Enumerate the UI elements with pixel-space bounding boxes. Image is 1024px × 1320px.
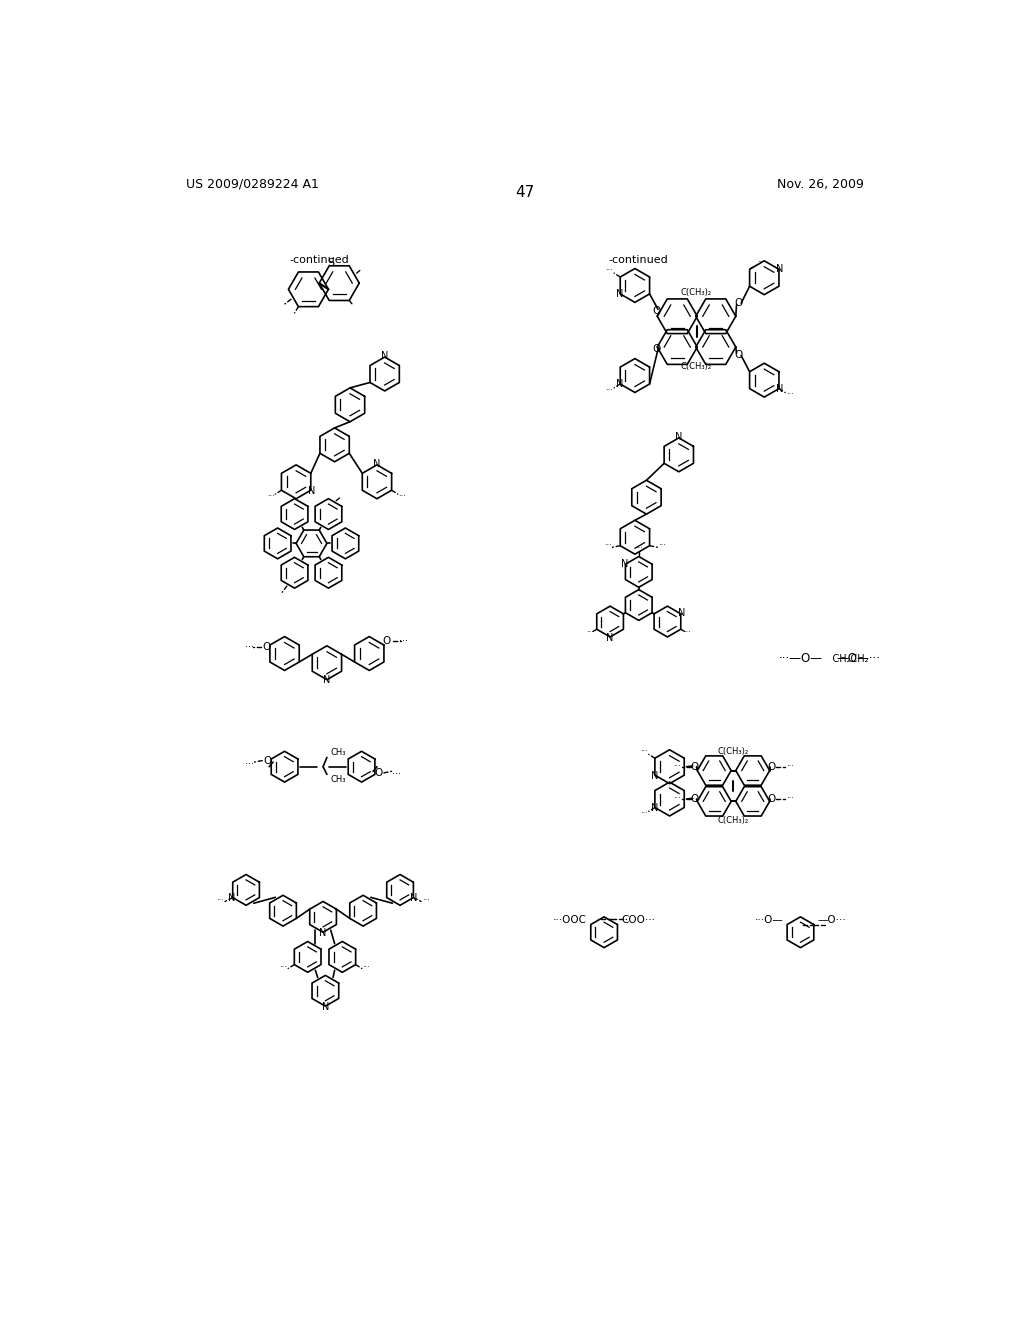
Text: ···: ··· [683,628,691,638]
Text: N: N [322,1002,329,1012]
Text: -continued: -continued [609,255,669,264]
Text: C(CH₃)₂: C(CH₃)₂ [718,747,749,756]
Text: ···: ··· [635,544,643,553]
Text: C(CH₃)₂: C(CH₃)₂ [681,362,712,371]
Text: ···: ··· [586,628,594,638]
Text: O: O [691,762,699,772]
Text: ···: ··· [398,492,407,500]
Text: Nov. 26, 2009: Nov. 26, 2009 [777,178,863,190]
Text: ···: ··· [757,259,765,268]
Text: ···: ··· [399,636,409,647]
Text: N: N [678,609,685,619]
Text: C(CH₃)₂: C(CH₃)₂ [681,288,712,297]
Text: S: S [328,259,334,268]
Text: C(CH₃)₂: C(CH₃)₂ [718,816,749,825]
Text: N: N [615,289,624,300]
Text: ···: ··· [422,896,430,906]
Text: ···: ··· [246,643,254,652]
Text: ···: ··· [658,541,666,550]
Text: ···: ··· [674,795,681,804]
Text: ···: ··· [604,541,611,550]
Text: N: N [319,928,327,939]
Text: N: N [776,384,783,393]
Text: ···O—: ···O— [755,915,783,925]
Text: ···: ··· [246,759,254,768]
Text: CH₃: CH₃ [331,748,346,758]
Text: O: O [652,306,660,315]
Text: ···OOC: ···OOC [553,915,587,925]
Text: O: O [383,636,391,647]
Text: O: O [375,768,383,777]
Text: ···—O—: ···—O— [778,652,822,665]
Text: O: O [767,795,775,804]
Text: O: O [691,795,699,804]
Text: N: N [374,459,381,469]
Text: O: O [263,755,271,766]
Text: ···: ··· [280,964,288,972]
Text: N: N [615,379,624,389]
Text: O: O [735,350,743,360]
Text: ···: ··· [640,747,648,756]
Text: O: O [652,345,660,354]
Text: 47: 47 [515,185,535,201]
Text: ···: ··· [605,267,612,276]
Text: ···: ··· [786,391,795,399]
Text: ···: ··· [266,492,274,500]
Text: N: N [228,894,236,903]
Text: O: O [735,298,743,308]
Text: N: N [650,771,657,780]
Text: ···: ··· [640,809,648,818]
Text: O: O [767,762,775,772]
Text: N: N [411,894,418,903]
Text: CH₂CH₂: CH₂CH₂ [819,653,868,664]
Text: N: N [776,264,783,273]
Text: ···: ··· [392,770,400,779]
Text: N: N [650,803,657,813]
Text: CH₃: CH₃ [331,775,346,784]
Text: ···: ··· [216,896,224,906]
Text: N: N [324,676,331,685]
Text: —O···: —O··· [817,915,846,925]
Text: ···: ··· [785,762,794,771]
Text: N: N [308,486,315,495]
Text: N: N [622,558,629,569]
Text: ···: ··· [605,385,612,395]
Text: N: N [675,432,682,442]
Text: N: N [606,632,613,643]
Text: N: N [381,351,388,362]
Text: ···: ··· [362,964,371,972]
Text: ···: ··· [785,795,794,804]
Text: US 2009/0289224 A1: US 2009/0289224 A1 [186,178,318,190]
Text: ···: ··· [674,762,681,771]
Text: O: O [263,643,271,652]
Text: -continued: -continued [290,255,349,264]
Text: —O—···: —O—··· [837,652,881,665]
Text: COO···: COO··· [621,915,655,925]
